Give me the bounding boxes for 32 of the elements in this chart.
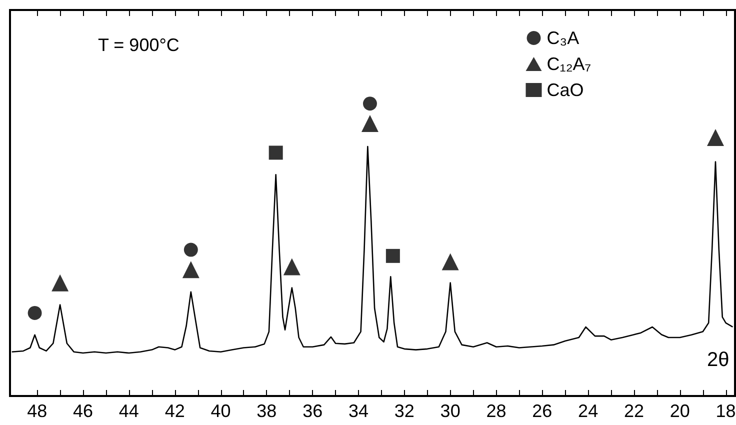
x-tick-label: 30 bbox=[440, 401, 460, 421]
x-tick-label: 36 bbox=[302, 401, 323, 421]
x-tick-label: 46 bbox=[72, 401, 94, 421]
x-tick-label: 34 bbox=[348, 401, 369, 421]
x-tick-label: 48 bbox=[27, 401, 48, 421]
x-tick-label: 20 bbox=[670, 401, 690, 421]
x-tick-label: 42 bbox=[164, 401, 185, 421]
point bbox=[28, 306, 42, 320]
point bbox=[283, 258, 300, 276]
x-tick-label: 32 bbox=[394, 401, 414, 421]
point bbox=[386, 248, 400, 263]
point bbox=[362, 96, 377, 111]
legend-label: CaO bbox=[546, 80, 584, 100]
x-tick-label: 28 bbox=[486, 401, 506, 421]
x-tick-label: 24 bbox=[578, 401, 598, 421]
x-tick-label: 18 bbox=[716, 401, 736, 421]
point bbox=[442, 253, 459, 270]
x-tick-label: 22 bbox=[624, 401, 644, 421]
point bbox=[182, 261, 200, 278]
x-tick-label: 44 bbox=[118, 401, 139, 421]
x-tick-label: 40 bbox=[210, 401, 231, 421]
point bbox=[52, 274, 69, 292]
x-tick-label: 38 bbox=[256, 401, 277, 421]
legend-label: C₁₂A₇ bbox=[546, 54, 592, 74]
point bbox=[706, 128, 724, 146]
point bbox=[184, 242, 198, 257]
point bbox=[268, 146, 283, 160]
legend-label: C₃A bbox=[546, 28, 580, 48]
x-axis-title: 2θ bbox=[707, 349, 730, 371]
x-tick-label: 26 bbox=[532, 401, 552, 421]
point bbox=[361, 114, 378, 132]
text: T = 900°C bbox=[98, 35, 180, 55]
